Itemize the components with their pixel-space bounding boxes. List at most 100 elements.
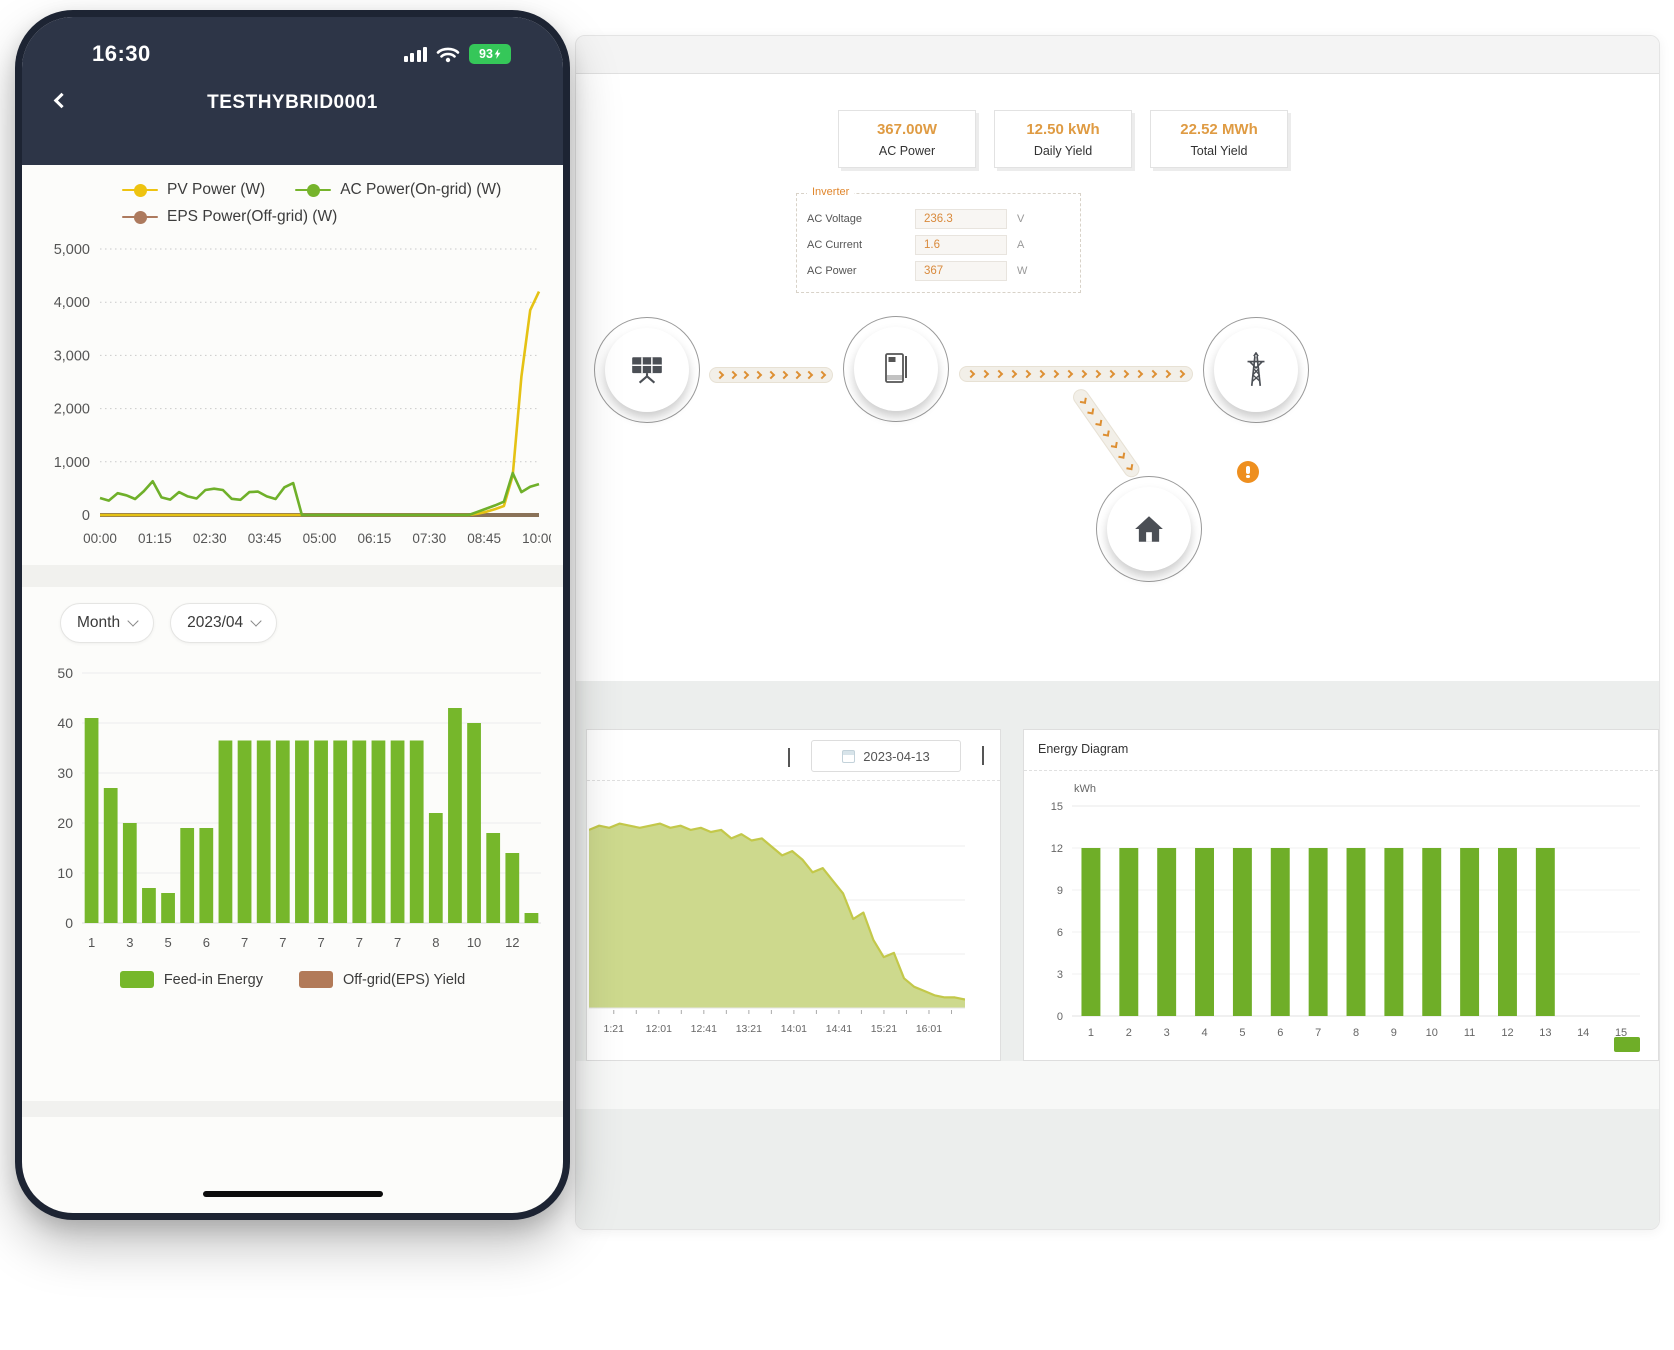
svg-text:6: 6	[1277, 1027, 1283, 1039]
energy-diagram-card: Energy Diagram kWh 0 3 6 9 12 15 1 2 3 4 5 6 7 8 9 10 11 1…	[1023, 729, 1659, 1061]
svg-text:10: 10	[1426, 1027, 1438, 1039]
svg-text:12: 12	[1501, 1027, 1513, 1039]
svg-text:8: 8	[432, 935, 439, 950]
svg-text:8: 8	[1353, 1027, 1359, 1039]
pv-array-node[interactable]	[594, 317, 700, 423]
svg-text:6: 6	[1057, 927, 1063, 939]
stat-cards: 367.00W AC Power 12.50 kWh Daily Yield 2…	[838, 110, 1288, 168]
svg-text:9: 9	[1057, 885, 1063, 897]
svg-text:50: 50	[57, 665, 73, 681]
section-divider	[22, 1101, 563, 1117]
home-icon	[1135, 516, 1163, 542]
period-filters: Month 2023/04	[60, 603, 563, 643]
svg-text:5: 5	[1239, 1027, 1245, 1039]
charging-bolt-icon	[494, 48, 501, 59]
svg-text:3: 3	[126, 935, 133, 950]
month-value: 2023/04	[187, 614, 244, 631]
back-button[interactable]	[53, 92, 70, 109]
legend-swatch-icon	[119, 971, 154, 988]
svg-text:05:00: 05:00	[303, 531, 337, 546]
ac-power-value: 367.00W	[876, 120, 938, 138]
total-yield-label: Total Yield	[1190, 143, 1248, 158]
nav-bar: TESTHYBRID0001	[22, 83, 563, 123]
svg-text:15:21: 15:21	[871, 1023, 897, 1035]
phone-screen: 16:30 93	[22, 17, 563, 1213]
alert-icon[interactable]	[1237, 461, 1259, 483]
svg-text:08:45: 08:45	[467, 531, 501, 546]
svg-text:7: 7	[317, 935, 324, 950]
svg-text:01:15: 01:15	[138, 531, 172, 546]
phone-header: 16:30 93	[22, 17, 563, 165]
solar-panel-icon	[632, 357, 662, 384]
svg-text:10: 10	[57, 865, 73, 881]
legend-label: Feed-in Energy	[163, 971, 263, 988]
chevron-down-icon	[127, 615, 139, 627]
svg-text:7: 7	[394, 935, 401, 950]
svg-text:2,000: 2,000	[54, 402, 90, 418]
daily-production-area-chart: 1:21 12:01 12:41 13:21 14:01 14:41 15:21 16:01	[589, 822, 965, 1035]
prev-day-button[interactable]	[785, 748, 801, 767]
svg-text:1: 1	[88, 935, 95, 950]
window-toolbar	[576, 36, 1659, 74]
line-chart-legend: PV Power (W) AC Power(On-grid) (W) EPS P…	[122, 181, 563, 226]
svg-text:7: 7	[279, 935, 286, 950]
svg-text:12: 12	[505, 935, 519, 950]
inverter-row-voltage: AC Voltage 236.3 V	[807, 206, 1070, 232]
legend-item-eps-power[interactable]: EPS Power(Off-grid) (W)	[122, 208, 337, 226]
month-select[interactable]: 2023/04	[170, 603, 278, 643]
ac-current-label: AC Current	[807, 239, 863, 251]
chevron-right-icon	[982, 746, 984, 765]
legend-label: EPS Power(Off-grid) (W)	[167, 208, 338, 225]
plant-overview-panel: 367.00W AC Power 12.50 kWh Daily Yield 2…	[576, 74, 1659, 681]
legend-item-ac-power[interactable]: AC Power(On-grid) (W)	[295, 181, 501, 199]
chevron-left-icon	[788, 748, 790, 767]
svg-text:4: 4	[1201, 1027, 1207, 1039]
energy-diagram-title: Energy Diagram	[1038, 742, 1129, 756]
cellular-signal-icon	[403, 46, 427, 62]
legend-item-feed-in[interactable]: Feed-in Energy	[119, 971, 263, 988]
battery-percent: 93	[479, 47, 493, 61]
svg-text:2: 2	[1126, 1027, 1132, 1039]
ac-voltage-unit: V	[1017, 213, 1025, 225]
date-input[interactable]: 2023-04-13	[811, 740, 961, 772]
svg-text:3,000: 3,000	[54, 348, 90, 364]
section-divider	[22, 565, 563, 587]
svg-text:6: 6	[203, 935, 210, 950]
power-line-chart: 0 1,000 2,000 3,000 4,000 5,000 00:00 01:15 02:3…	[54, 242, 551, 546]
svg-text:40: 40	[57, 715, 73, 731]
inverter-to-grid-flow-arrows	[959, 366, 1193, 382]
chevron-down-icon	[250, 615, 262, 627]
ac-voltage-value: 236.3	[915, 209, 1007, 229]
inverter-row-current: AC Current 1.6 A	[807, 232, 1070, 258]
inverter-panel-title: Inverter	[807, 186, 855, 198]
legend-item-off-grid[interactable]: Off-grid(EPS) Yield	[298, 971, 465, 988]
svg-text:7: 7	[241, 935, 248, 950]
grid-node[interactable]	[1203, 317, 1309, 423]
svg-text:15: 15	[1615, 1027, 1627, 1039]
svg-text:12: 12	[1051, 843, 1063, 855]
legend-item-pv-power[interactable]: PV Power (W)	[122, 181, 265, 199]
svg-text:30: 30	[57, 765, 73, 781]
inverter-node[interactable]	[843, 316, 949, 422]
svg-text:10:00: 10:00	[522, 531, 551, 546]
next-day-button[interactable]	[979, 746, 995, 765]
svg-text:14:01: 14:01	[781, 1023, 807, 1035]
svg-text:3: 3	[1057, 969, 1063, 981]
legend-label: PV Power (W)	[167, 181, 266, 198]
lower-strip	[576, 1061, 1659, 1109]
home-load-node[interactable]	[1096, 476, 1202, 582]
card-divider	[1024, 770, 1658, 771]
svg-text:5,000: 5,000	[54, 242, 90, 258]
svg-text:1,000: 1,000	[54, 455, 90, 471]
svg-text:12:41: 12:41	[691, 1023, 717, 1035]
legend-swatch-icon	[298, 971, 333, 988]
svg-text:03:45: 03:45	[248, 531, 282, 546]
svg-text:0: 0	[82, 508, 90, 524]
legend-marker-icon	[122, 210, 158, 224]
svg-text:20: 20	[57, 815, 73, 831]
svg-text:0: 0	[1057, 1011, 1063, 1023]
period-select[interactable]: Month	[60, 603, 155, 643]
ac-current-value: 1.6	[915, 235, 1007, 255]
legend-marker-icon	[295, 183, 332, 197]
